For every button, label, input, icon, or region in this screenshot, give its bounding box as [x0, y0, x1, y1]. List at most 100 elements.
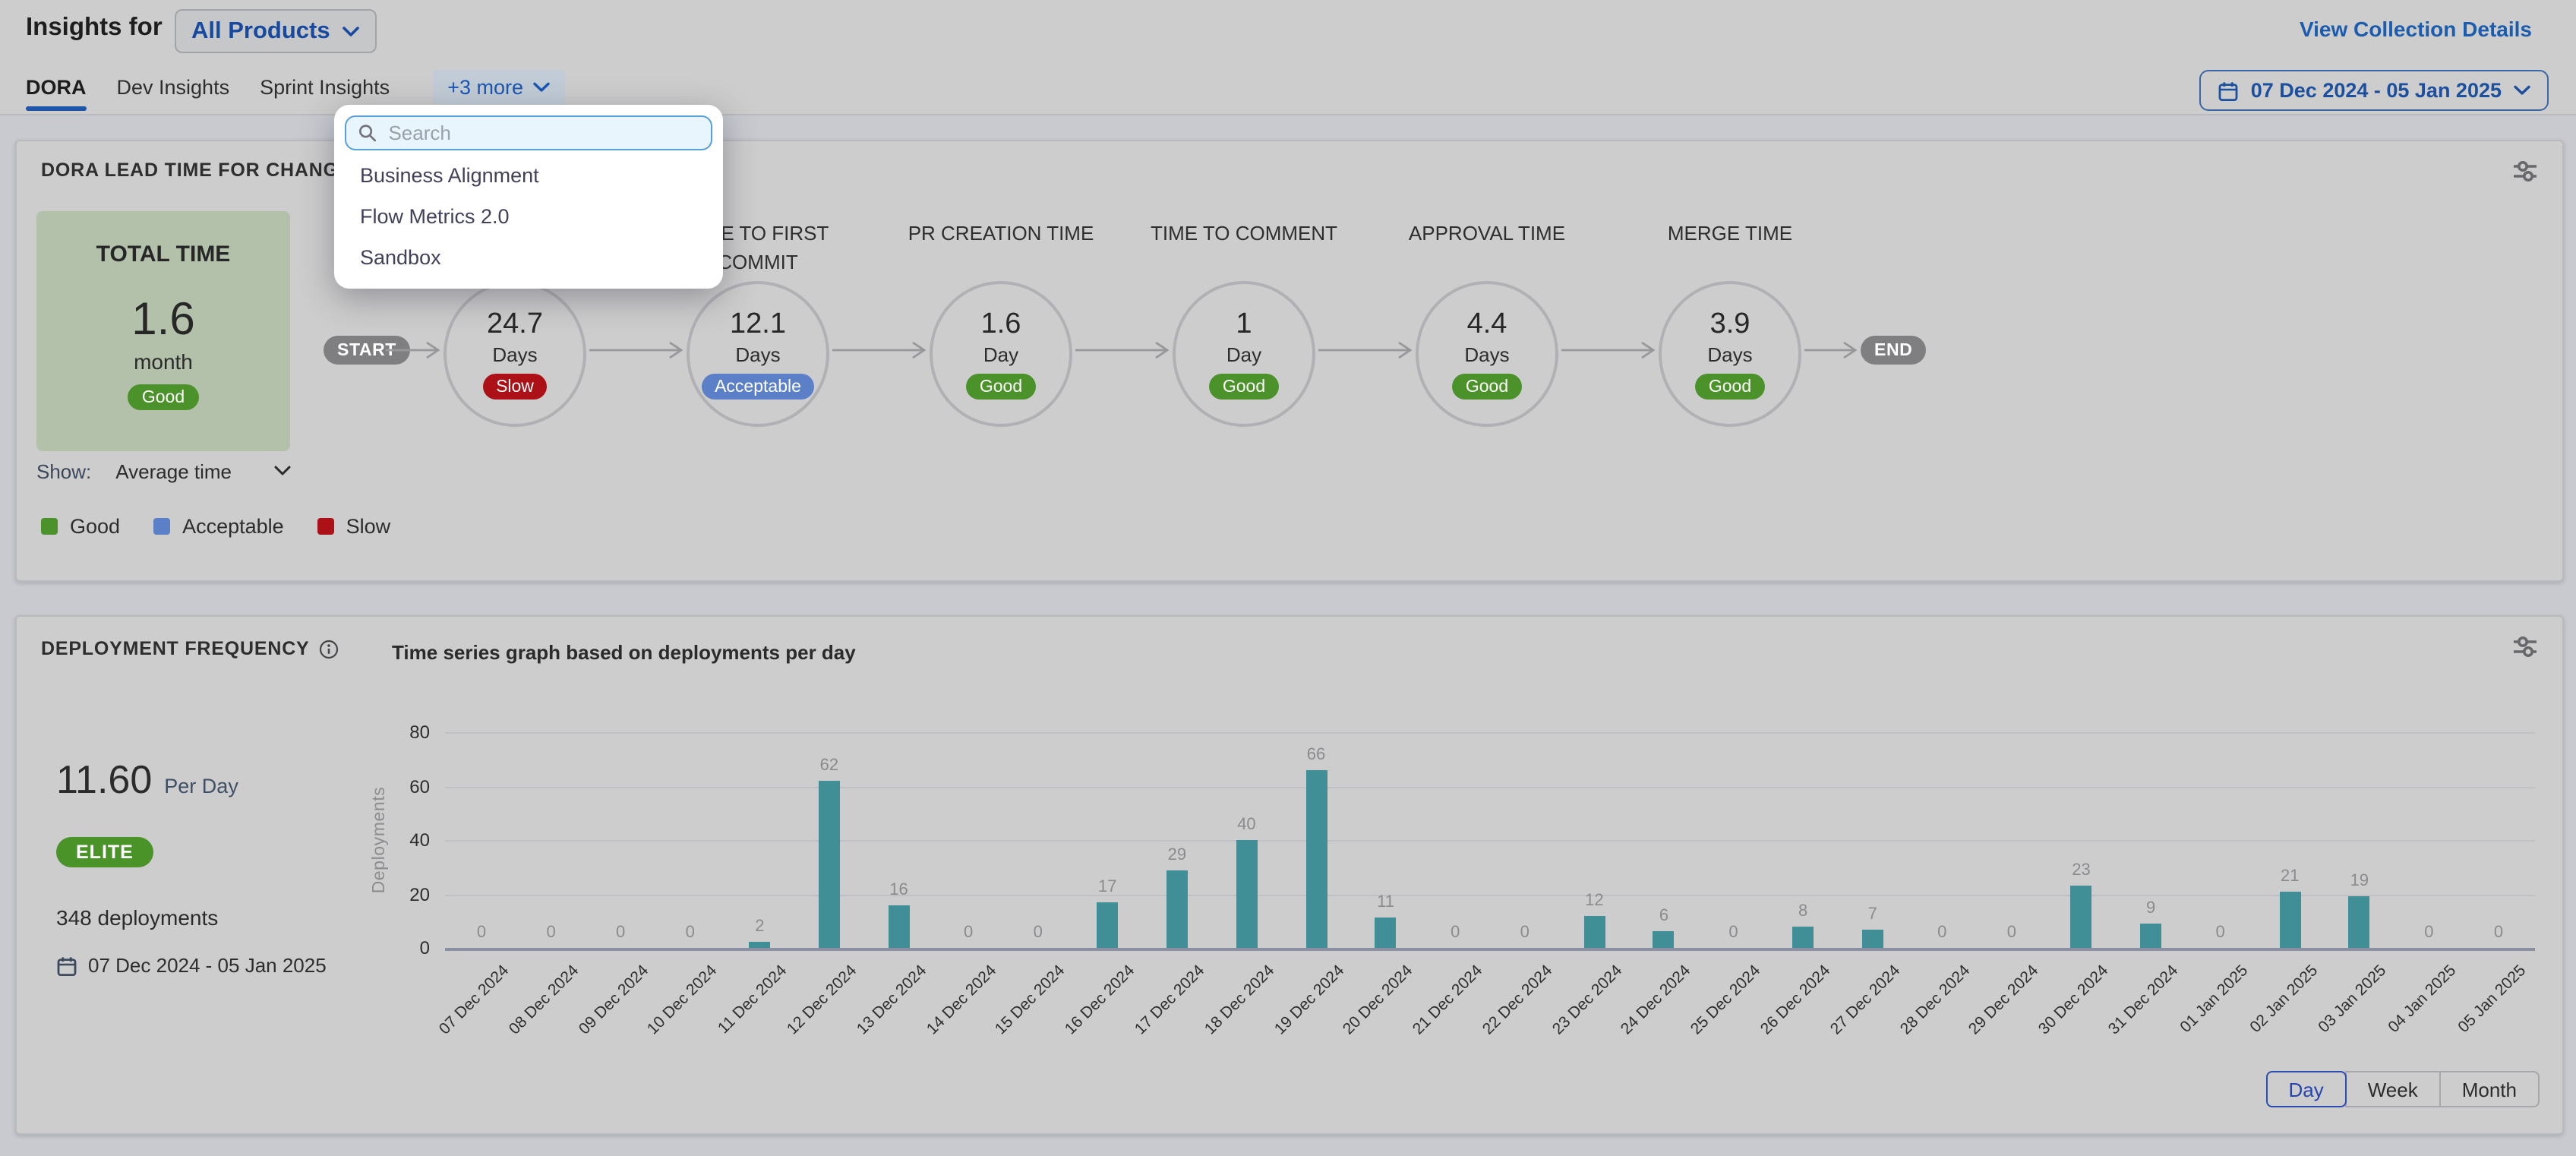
- bar-value-label: 0: [546, 924, 556, 942]
- bar-12-Dec-2024: [818, 780, 840, 948]
- show-label: Show:: [36, 460, 92, 483]
- bar-value-label: 0: [616, 924, 626, 942]
- deployment-frequency-card: DEPLOYMENT FREQUENCY Time series graph b…: [15, 615, 2564, 1135]
- calendar-icon: [57, 956, 77, 975]
- stage-value: 3.9: [1709, 308, 1750, 340]
- pipeline-arrow: [1561, 341, 1656, 359]
- legend-swatch: [317, 518, 334, 535]
- chevron-down-icon: [343, 26, 360, 36]
- chart-subtitle: Time series graph based on deployments p…: [392, 641, 856, 664]
- bar-13-Dec-2024: [888, 905, 910, 948]
- bar-02-Jan-2025: [2279, 891, 2301, 948]
- bar-value-label: 0: [1451, 924, 1460, 942]
- dropdown-search-input[interactable]: [385, 120, 699, 146]
- pipeline-end-pill: END: [1861, 336, 1927, 365]
- deployment-rate-value: 11.60: [56, 756, 153, 802]
- granularity-week[interactable]: Week: [2344, 1071, 2441, 1107]
- legend-label: Acceptable: [182, 515, 284, 538]
- bar-30-Dec-2024: [2070, 886, 2092, 948]
- bar-value-label: 23: [2072, 861, 2091, 880]
- tab-list: DORA Dev Insights Sprint Insights +3 more: [26, 61, 564, 112]
- bar-value-label: 0: [1728, 924, 1738, 942]
- bar-value-label: 6: [1659, 907, 1669, 926]
- bar-value-label: 2: [755, 918, 765, 936]
- page-title: Insights for: [26, 14, 163, 41]
- bar-24-Dec-2024: [1653, 931, 1675, 948]
- bar-value-label: 40: [1237, 816, 1256, 834]
- chevron-down-icon[interactable]: [273, 465, 292, 477]
- bar-value-label: 21: [2280, 867, 2300, 886]
- tab-sprint-insights[interactable]: Sprint Insights: [260, 75, 390, 98]
- dropdown-item-flow-metrics-2-0[interactable]: Flow Metrics 2.0: [360, 205, 510, 228]
- tab-dora[interactable]: DORA: [26, 61, 87, 112]
- stage-value: 4.4: [1466, 308, 1507, 340]
- widget-settings-icon[interactable]: [2512, 635, 2538, 667]
- pipeline-arrow: [1318, 341, 1413, 359]
- bar-value-label: 0: [963, 924, 974, 942]
- total-time-status-badge: Good: [128, 384, 199, 410]
- stage-unit: Day: [983, 343, 1019, 366]
- granularity-day[interactable]: Day: [2265, 1071, 2347, 1107]
- tab-dev-insights[interactable]: Dev Insights: [116, 75, 230, 98]
- stage-label-4: APPROVAL TIME: [1408, 222, 1566, 245]
- show-value-dropdown[interactable]: Average time: [115, 460, 232, 483]
- stage-label-3: TIME TO COMMENT: [1150, 222, 1338, 245]
- total-time-label: TOTAL TIME: [96, 242, 231, 267]
- bar-value-label: 0: [2006, 924, 2016, 942]
- stage-unit: Days: [492, 343, 538, 366]
- view-collection-details-link[interactable]: View Collection Details: [2299, 17, 2532, 41]
- show-control: Show: Average time: [36, 460, 232, 483]
- dropdown-item-sandbox[interactable]: Sandbox: [360, 246, 441, 269]
- total-time-box: TOTAL TIME 1.6 month Good: [36, 211, 290, 451]
- legend-swatch: [153, 518, 171, 535]
- granularity-month[interactable]: Month: [2439, 1071, 2540, 1107]
- bar-18-Dec-2024: [1236, 840, 1258, 948]
- deployment-date-range: 07 Dec 2024 - 05 Jan 2025: [56, 954, 327, 977]
- granularity-toggle: Day Week Month: [2265, 1071, 2540, 1107]
- pipeline-stage-0: 24.7 Days Slow: [444, 281, 586, 427]
- bar-value-label: 29: [1167, 845, 1187, 864]
- bar-value-label: 0: [476, 924, 487, 942]
- stage-unit: Days: [735, 343, 781, 366]
- y-tick-label: 60: [409, 775, 430, 797]
- bar-value-label: 11: [1377, 893, 1394, 912]
- bar-value-label: 12: [1585, 891, 1604, 910]
- bar-value-label: 9: [2145, 899, 2156, 918]
- performance-badge: ELITE: [56, 837, 153, 867]
- stage-status-badge: Good: [1208, 374, 1280, 400]
- legend-item-slow: Slow: [317, 515, 390, 538]
- dropdown-item-business-alignment[interactable]: Business Alignment: [360, 164, 539, 187]
- deployment-rate-unit: Per Day: [164, 775, 238, 798]
- dropdown-search-box[interactable]: [345, 115, 712, 150]
- info-icon[interactable]: [319, 639, 339, 659]
- y-tick-label: 80: [409, 722, 430, 743]
- pipeline-stage-1: 12.1 Days Acceptable: [687, 281, 829, 427]
- deployment-card-title: DEPLOYMENT FREQUENCY: [41, 638, 310, 659]
- chevron-down-icon: [532, 81, 549, 91]
- legend-item-good: Good: [41, 515, 120, 538]
- bar-17-Dec-2024: [1166, 870, 1188, 948]
- bar-value-label: 0: [1033, 924, 1043, 942]
- stage-unit: Days: [1464, 343, 1510, 366]
- widget-settings-icon[interactable]: [2512, 160, 2538, 191]
- top-header-bar: Insights for All Products View Collectio…: [0, 0, 2576, 62]
- deployments-bar-chart: Deployments 0 20 40 60 80 0 07 Dec 2024 0 08 Dec…: [17, 617, 2562, 1133]
- date-range-picker[interactable]: 07 Dec 2024 - 05 Jan 2025: [2199, 70, 2549, 111]
- more-tabs-button[interactable]: +3 more: [432, 69, 564, 104]
- stage-value: 1.6: [980, 308, 1021, 340]
- bar-value-label: 17: [1098, 877, 1117, 896]
- pipeline-stage-4: 4.4 Days Good: [1416, 281, 1558, 427]
- pipeline-stage-3: 1 Day Good: [1173, 281, 1315, 427]
- legend-label: Good: [70, 515, 121, 538]
- collection-selector-button[interactable]: All Products: [175, 9, 377, 53]
- gridline: [445, 786, 2535, 788]
- y-tick-label: 40: [409, 829, 430, 851]
- stage-label-5: MERGE TIME: [1667, 222, 1793, 245]
- legend-item-acceptable: Acceptable: [153, 515, 284, 538]
- bar-value-label: 0: [2424, 924, 2434, 942]
- pipeline-arrow: [1804, 341, 1858, 359]
- stage-status-badge: Acceptable: [701, 374, 815, 400]
- stage-status-badge: Good: [1694, 374, 1766, 400]
- more-tabs-dropdown: Business Alignment Flow Metrics 2.0 Sandbo…: [334, 105, 723, 289]
